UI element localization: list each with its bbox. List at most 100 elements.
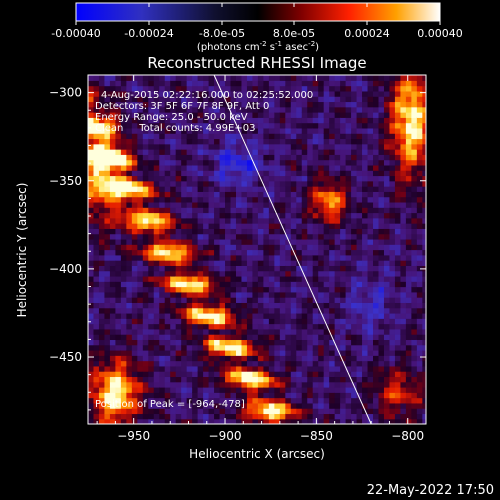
- heatmap-cell: [219, 212, 226, 219]
- heatmap-cell: [257, 249, 264, 256]
- heatmap-cell: [225, 307, 231, 314]
- heatmap-cell: [345, 75, 352, 81]
- heatmap-cell: [279, 254, 286, 261]
- heatmap-cell: [252, 307, 259, 314]
- heatmap-cell: [362, 386, 368, 393]
- heatmap-cell: [104, 286, 111, 293]
- heatmap-cell: [290, 312, 297, 319]
- heatmap-cell: [301, 154, 308, 161]
- heatmap-cell: [312, 418, 319, 424]
- heatmap-cell: [235, 386, 242, 393]
- heatmap-cell: [312, 191, 319, 198]
- heatmap-cell: [318, 223, 325, 229]
- heatmap-cell: [373, 402, 379, 409]
- heatmap-cell: [153, 80, 160, 87]
- heatmap-cell: [263, 212, 270, 219]
- heatmap-cell: [197, 90, 204, 97]
- heatmap-cell: [88, 138, 94, 145]
- heatmap-cell: [159, 238, 166, 245]
- heatmap-cell: [356, 170, 363, 177]
- heatmap-cell: [405, 127, 412, 134]
- heatmap-cell: [285, 323, 292, 330]
- heatmap-cell: [279, 323, 286, 330]
- heatmap-cell: [405, 307, 412, 314]
- heatmap-cell: [362, 339, 368, 346]
- heatmap-cell: [159, 355, 166, 362]
- heatmap-cell: [115, 149, 122, 155]
- heatmap-cell: [362, 275, 368, 282]
- heatmap-cell: [274, 207, 281, 214]
- heatmap-cell: [109, 149, 116, 155]
- heatmap-cell: [131, 138, 138, 145]
- heatmap-cell: [186, 180, 193, 187]
- heatmap-cell: [394, 223, 401, 229]
- heatmap-cell: [356, 143, 363, 150]
- heatmap-cell: [230, 344, 237, 351]
- heatmap-cell: [93, 212, 100, 219]
- heatmap-cell: [307, 80, 314, 87]
- heatmap-cell: [323, 376, 330, 383]
- heatmap-cell: [241, 112, 248, 118]
- heatmap-cell: [367, 233, 374, 240]
- heatmap-cell: [175, 217, 182, 224]
- heatmap-cell: [301, 275, 308, 282]
- heatmap-cell: [394, 212, 401, 219]
- heatmap-cell: [301, 392, 308, 399]
- heatmap-cell: [104, 133, 111, 140]
- heatmap-cell: [274, 328, 281, 335]
- heatmap-cell: [334, 302, 341, 309]
- heatmap-cell: [318, 334, 325, 341]
- heatmap-cell: [279, 217, 286, 224]
- heatmap-cell: [159, 397, 166, 404]
- heatmap-cell: [405, 397, 412, 404]
- heatmap-cell: [312, 101, 319, 108]
- heatmap-cell: [279, 334, 286, 341]
- heatmap-cell: [197, 201, 204, 208]
- heatmap-cell: [225, 418, 231, 424]
- heatmap-cell: [131, 355, 138, 362]
- heatmap-cell: [192, 302, 199, 309]
- heatmap-cell: [389, 238, 396, 245]
- heatmap-cell: [164, 339, 171, 346]
- heatmap-cell: [356, 90, 363, 97]
- heatmap-cell: [88, 339, 94, 346]
- heatmap-cell: [148, 159, 155, 166]
- heatmap-cell: [340, 408, 347, 415]
- heatmap-cell: [405, 170, 412, 177]
- heatmap-cell: [285, 101, 292, 108]
- heatmap-cell: [235, 149, 242, 155]
- heatmap-cell: [389, 349, 396, 356]
- heatmap-cell: [323, 291, 330, 298]
- heatmap-cell: [153, 233, 160, 240]
- heatmap-cell: [373, 90, 379, 97]
- heatmap-cell: [104, 291, 111, 298]
- heatmap-cell: [203, 392, 209, 399]
- heatmap-cell: [263, 233, 270, 240]
- heatmap-cell: [285, 286, 292, 293]
- heatmap-cell: [356, 207, 363, 214]
- heatmap-cell: [175, 297, 182, 303]
- heatmap-cell: [214, 196, 220, 203]
- heatmap-cell: [373, 323, 379, 330]
- heatmap-cell: [318, 112, 325, 118]
- heatmap-cell: [318, 233, 325, 240]
- heatmap-cell: [164, 286, 171, 293]
- heatmap-cell: [93, 302, 100, 309]
- heatmap-cell: [329, 254, 336, 261]
- heatmap-cell: [351, 334, 357, 341]
- heatmap-cell: [329, 318, 336, 325]
- heatmap-cell: [192, 402, 199, 409]
- heatmap-cell: [192, 312, 199, 319]
- heatmap-cell: [307, 376, 314, 383]
- heatmap-cell: [214, 217, 220, 224]
- heatmap-cell: [383, 291, 390, 298]
- heatmap-cell: [98, 349, 105, 356]
- heatmap-cell: [334, 355, 341, 362]
- heatmap-cell: [345, 270, 352, 277]
- heatmap-cell: [153, 355, 160, 362]
- heatmap-cell: [203, 339, 209, 346]
- heatmap-cell: [351, 244, 357, 251]
- heatmap-cell: [296, 196, 303, 203]
- heatmap-cell: [307, 386, 314, 393]
- heatmap-cell: [351, 191, 357, 198]
